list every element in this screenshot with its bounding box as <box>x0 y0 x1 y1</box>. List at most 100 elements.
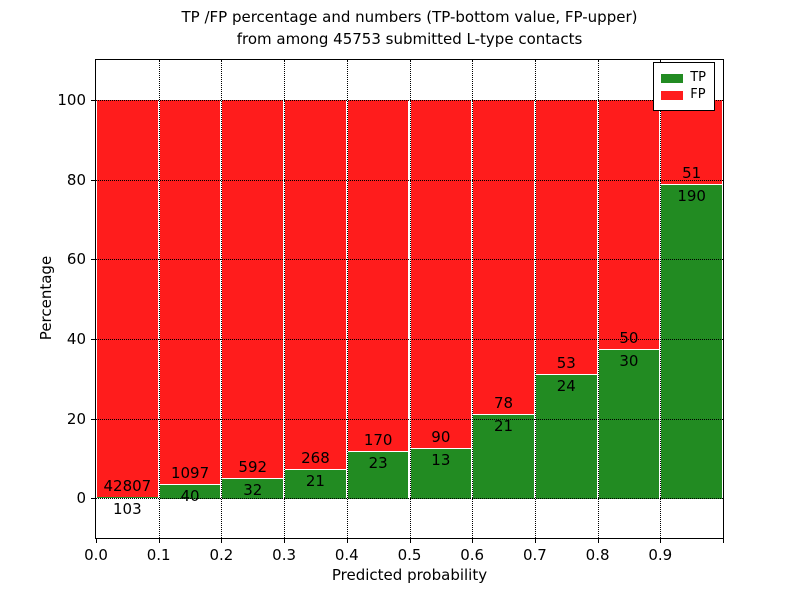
y-tick-label: 60 <box>66 250 86 269</box>
tp-count-label: 24 <box>556 377 576 395</box>
gridline-horizontal <box>96 179 723 181</box>
tp-count-label: 103 <box>113 500 142 519</box>
bar-segment-fp <box>598 99 660 349</box>
x-tick <box>534 539 536 543</box>
y-tick <box>91 418 95 420</box>
x-tick <box>96 539 97 543</box>
fp-count-label: 1097 <box>170 464 210 483</box>
y-tick <box>91 498 95 500</box>
bar-segment-fp <box>410 99 472 448</box>
gridline-horizontal <box>96 99 723 101</box>
y-tick-label: 100 <box>57 90 86 109</box>
fp-count-label: 51 <box>682 164 702 183</box>
gridline-vertical <box>409 60 411 538</box>
gridline-horizontal <box>96 498 723 500</box>
x-tick <box>597 539 599 543</box>
tp-count-label: 23 <box>368 453 388 472</box>
x-tick <box>346 539 348 543</box>
bar-segment-tp <box>661 184 722 500</box>
bar-segment-fp <box>159 99 221 485</box>
gridline-vertical <box>284 60 286 538</box>
fp-count-label: 592 <box>238 457 268 476</box>
x-tick <box>221 539 223 543</box>
x-tick-label: 0.5 <box>397 546 422 564</box>
x-tick-label: 0.7 <box>522 546 547 564</box>
y-tick-label: 40 <box>66 329 86 348</box>
y-tick <box>91 179 95 181</box>
gridline-horizontal <box>96 259 723 261</box>
x-tick-label: 0.3 <box>272 546 297 564</box>
tp-count-label: 40 <box>180 487 200 506</box>
y-tick-label: 80 <box>66 170 86 189</box>
tp-count-label: 32 <box>243 480 263 499</box>
fp-count-label: 78 <box>493 393 514 412</box>
chart-title-line-1: TP /FP percentage and numbers (TP-bottom… <box>181 8 638 26</box>
bar-segment-tp <box>473 413 534 500</box>
gridline-vertical <box>158 60 160 538</box>
fp-count-label: 170 <box>363 430 393 449</box>
x-tick <box>284 539 286 543</box>
bar-segment-fp <box>661 99 722 185</box>
gridline-vertical <box>346 60 348 538</box>
tp-count-label: 21 <box>305 472 325 491</box>
tp-count-label: 30 <box>619 351 639 370</box>
plot-inner: 42807 103 1097 40 592 32 268 21 170 23 90 13 78 21 53 2… <box>96 60 723 538</box>
bar-segment-fp <box>473 99 534 414</box>
x-tick-label: 0.9 <box>648 546 673 564</box>
x-tick-label: 0.8 <box>585 546 610 564</box>
chart-title-line-2: from among 45753 submitted L-type contac… <box>236 30 583 48</box>
bar-segment-tp <box>347 450 409 500</box>
legend-swatch-fp <box>661 90 684 100</box>
bar-segment-fp <box>285 99 346 470</box>
y-tick <box>91 259 95 261</box>
bar-segment-tp <box>285 469 346 500</box>
gridline-vertical <box>597 60 599 538</box>
chart-title: TP /FP percentage and numbers (TP-bottom… <box>96 6 723 50</box>
bar-segment-fp <box>347 99 409 451</box>
gridline-vertical <box>534 60 536 538</box>
plot-area: 42807 103 1097 40 592 32 268 21 170 23 90 13 78 21 53 2… <box>95 59 724 539</box>
x-tick-label: 0.1 <box>146 546 171 564</box>
bar-segment-tp <box>97 497 158 499</box>
x-tick <box>660 539 662 543</box>
tp-count-label: 190 <box>677 187 706 206</box>
bar-segment-tp <box>598 348 660 500</box>
legend: TP FP <box>653 62 715 111</box>
x-tick-label: 0.0 <box>84 546 108 564</box>
fp-count-label: 90 <box>431 427 451 446</box>
x-tick-label: 0.4 <box>334 546 359 564</box>
legend-swatch-tp <box>661 73 684 83</box>
x-tick <box>472 539 474 543</box>
tp-count-label: 13 <box>431 450 451 469</box>
bar-segment-tp <box>159 484 221 500</box>
legend-label-fp: FP <box>690 87 706 102</box>
x-tick-label: 0.6 <box>460 546 485 564</box>
x-tick <box>409 539 411 543</box>
fp-count-label: 53 <box>556 354 576 373</box>
fp-count-label: 268 <box>301 449 330 468</box>
y-tick <box>91 338 95 340</box>
y-tick-label: 0 <box>76 489 86 508</box>
fp-count-label: 50 <box>619 328 639 347</box>
bar-segment-fp <box>97 99 158 498</box>
fp-count-label: 42807 <box>103 477 152 496</box>
bar-segment-tp <box>535 374 597 500</box>
y-tick <box>91 99 95 101</box>
bar-segment-tp <box>410 447 472 500</box>
legend-label-tp: TP <box>690 70 706 85</box>
legend-item-tp: TP <box>661 71 706 85</box>
legend-item-fp: FP <box>661 88 706 102</box>
x-tick-label: 0.2 <box>209 546 234 564</box>
x-tick <box>158 539 160 543</box>
x-tick <box>723 539 724 543</box>
tp-count-label: 21 <box>493 416 514 435</box>
gridline-vertical <box>660 60 662 538</box>
gridline-horizontal <box>96 418 723 420</box>
gridline-vertical <box>472 60 474 538</box>
bar-segment-fp <box>222 99 284 478</box>
bar-segment-tp <box>222 477 284 500</box>
bar-segment-fp <box>535 99 597 374</box>
gridline-horizontal <box>96 338 723 340</box>
y-tick-label: 20 <box>66 409 86 428</box>
